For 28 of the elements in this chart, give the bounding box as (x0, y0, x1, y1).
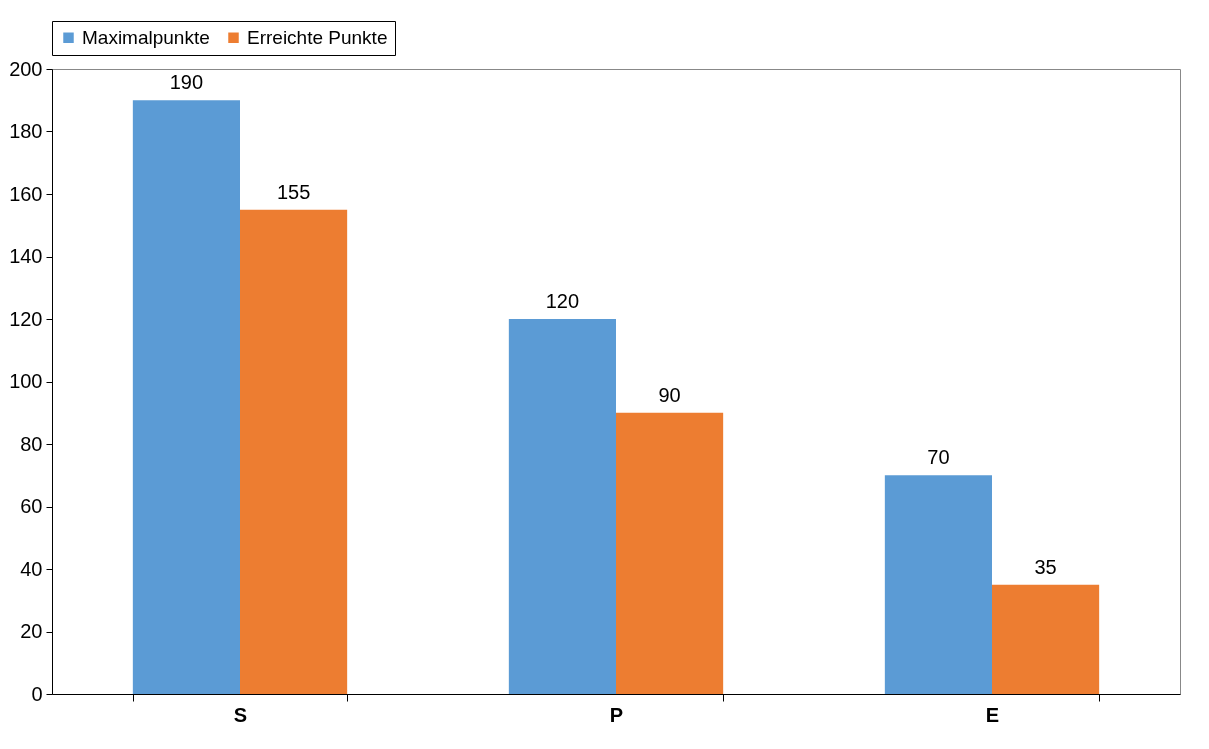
bar (992, 584, 1100, 694)
legend-label: Maximalpunkte (82, 26, 210, 48)
x-tick-label: E (985, 703, 1000, 726)
x-tick-label: S (233, 703, 248, 726)
y-tick-label: 200 (9, 57, 43, 80)
y-tick-label: 20 (20, 620, 43, 642)
y-tick-label: 60 (20, 495, 43, 517)
bar (884, 475, 992, 694)
data-label: 90 (658, 383, 681, 406)
y-tick-label: 140 (9, 245, 43, 267)
x-tick-label: P (609, 703, 624, 726)
data-label: 70 (927, 446, 950, 469)
y-tick-label: 160 (9, 182, 43, 205)
data-label: 120 (545, 290, 580, 312)
y-tick-label: 0 (31, 682, 43, 705)
y-tick-label: 180 (9, 120, 43, 142)
y-tick-label: 80 (20, 432, 43, 455)
y-tick-label: 120 (9, 307, 43, 330)
bar (508, 319, 616, 694)
bar (132, 100, 240, 694)
y-tick-label: 100 (9, 370, 43, 392)
y-tick-label: 40 (20, 557, 43, 580)
bar (240, 209, 348, 694)
data-label: 190 (169, 71, 204, 94)
bar (616, 412, 724, 694)
data-label: 155 (276, 180, 311, 203)
legend-label: Erreichte Punkte (247, 26, 388, 48)
data-label: 35 (1034, 555, 1057, 578)
